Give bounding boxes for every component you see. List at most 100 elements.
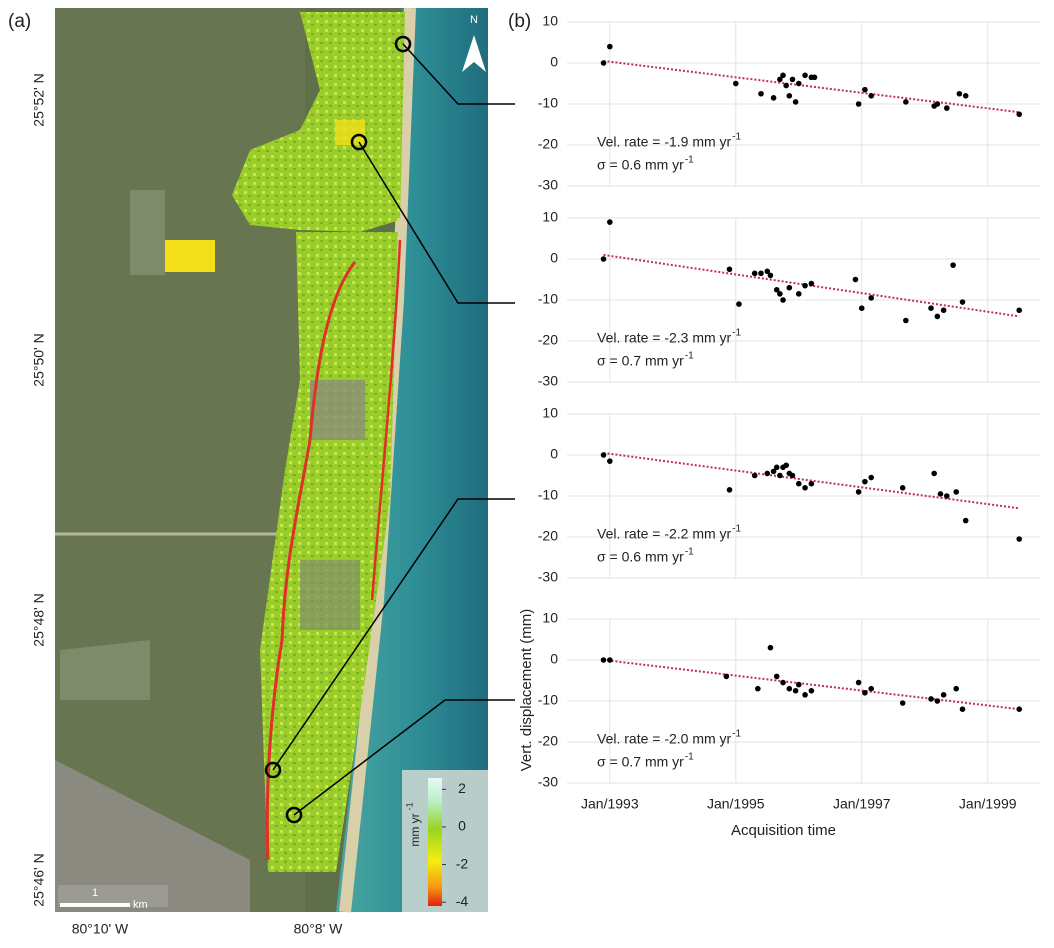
point: [1016, 307, 1023, 314]
point: [950, 262, 956, 268]
yellow-cluster: [335, 120, 365, 145]
point: [795, 80, 802, 87]
point: [726, 266, 733, 273]
point: [1016, 111, 1023, 118]
point: [928, 696, 934, 702]
y-tick-label: -20: [538, 733, 558, 749]
annotation: σ = 0.6 mm yr: [597, 157, 684, 173]
point: [758, 270, 764, 277]
island: [130, 190, 165, 275]
annotation: Vel. rate = -2.0 mm yr: [597, 731, 732, 747]
scale-bar: [60, 903, 130, 907]
x-tick-label: Jan/1993: [581, 796, 639, 812]
chart-panel: Jan/1993 Jan/1995 Jan/1997 Jan/1999 10 0 -10 -2…: [518, 609, 1040, 839]
point: [780, 72, 786, 79]
point: [1016, 706, 1023, 712]
point: [868, 295, 875, 301]
point: [770, 95, 777, 101]
point: [808, 687, 815, 694]
point: [858, 305, 865, 312]
x-tick-label: Jan/1997: [833, 796, 891, 812]
point: [862, 690, 868, 696]
annotation-sup: -1: [732, 328, 741, 339]
point: [940, 692, 947, 698]
point: [937, 491, 944, 497]
scale-unit: km: [133, 899, 148, 911]
point: [903, 99, 909, 105]
point: [903, 317, 909, 324]
point: [855, 101, 862, 107]
point: [868, 474, 875, 481]
trend-line: [603, 451, 1020, 510]
y-tick-label: -20: [538, 528, 558, 544]
point: [751, 270, 758, 277]
lat-label: 25°52' N: [31, 73, 47, 126]
y-tick-label: 10: [542, 405, 558, 421]
y-tick-label: -20: [538, 136, 558, 152]
colorbar-tick-label: 2: [458, 780, 466, 796]
point: [773, 673, 780, 680]
point: [808, 480, 815, 487]
point: [1016, 536, 1023, 542]
point: [943, 105, 950, 111]
point: [786, 93, 793, 99]
callouts: [272, 43, 515, 816]
point: [780, 679, 786, 686]
point: [607, 458, 613, 464]
point: [600, 452, 607, 458]
point: [751, 472, 758, 479]
colorbar: [428, 778, 442, 906]
y-tick-label: 0: [550, 651, 558, 667]
point: [802, 282, 808, 289]
point: [755, 685, 761, 692]
point: [736, 301, 742, 307]
y-tick-label: -10: [538, 692, 558, 708]
north-label: N: [470, 14, 478, 26]
colorbar-tick-label: 0: [458, 818, 466, 834]
map: N 1 km: [55, 7, 515, 913]
x-axis-title: Acquisition time: [731, 822, 836, 839]
coastline-red: [370, 239, 402, 601]
point: [802, 72, 808, 79]
port-island: [55, 760, 250, 912]
point: [959, 299, 966, 305]
point: [764, 470, 771, 477]
deformation-points: [232, 12, 405, 232]
y-tick-label: -10: [538, 487, 558, 503]
point: [862, 478, 868, 485]
site-circle: [350, 133, 368, 151]
y-tick-label: -30: [538, 373, 558, 389]
point: [811, 74, 818, 81]
point: [795, 480, 802, 487]
point: [600, 657, 607, 663]
panel-label: (a): [8, 11, 31, 32]
site-circle: [394, 35, 412, 53]
colorbar-tick-label: -4: [456, 893, 469, 909]
panel-label: (b): [508, 11, 531, 32]
annotation-sup: -1: [732, 132, 741, 143]
annotation: Vel. rate = -2.3 mm yr: [597, 330, 732, 346]
point: [777, 472, 783, 479]
annotation: σ = 0.6 mm yr: [597, 549, 684, 565]
annotation-sup: -1: [732, 524, 741, 535]
point: [852, 276, 859, 283]
site-circle: [285, 806, 303, 824]
point: [767, 644, 774, 651]
point: [792, 99, 799, 105]
point: [786, 685, 793, 692]
y-tick-label: 10: [542, 209, 558, 225]
yellow-cluster: [165, 240, 215, 272]
point: [726, 487, 733, 493]
y-tick-label: -30: [538, 177, 558, 193]
callout-line: [402, 43, 515, 105]
callout-line: [358, 141, 515, 304]
y-tick-label: 10: [542, 610, 558, 626]
point: [953, 685, 960, 692]
point: [928, 305, 934, 312]
point: [758, 90, 764, 97]
point: [802, 692, 808, 698]
annotation: σ = 0.7 mm yr: [597, 353, 684, 369]
point: [934, 101, 941, 107]
coastline-red: [265, 261, 357, 861]
